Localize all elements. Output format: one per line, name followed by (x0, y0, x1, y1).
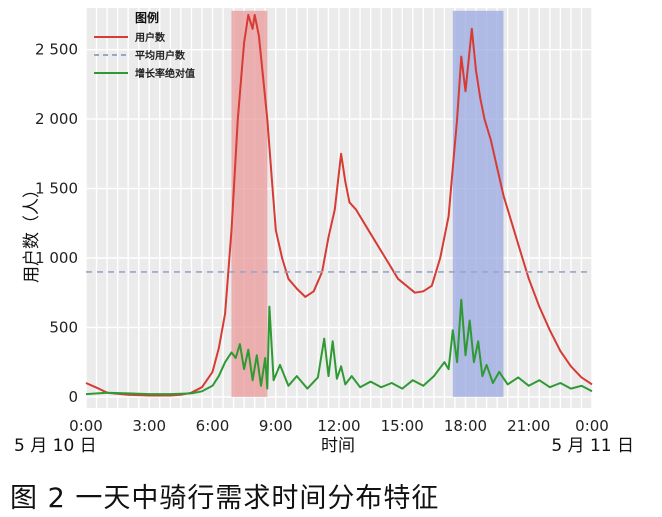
x-tick-label: 9:00 (259, 417, 293, 435)
x-tick-label: 3:00 (132, 417, 166, 435)
legend: 图例 用户数 平均用户数 增长率绝对值 (94, 10, 195, 80)
y-tick-labels: 0 500 1 000 1 500 2 000 2 500 (35, 41, 78, 406)
x-tick-label: 0:00 (575, 417, 609, 435)
y-axis-label: 用户数（人） (22, 181, 42, 283)
y-tick-label: 2 000 (35, 110, 78, 128)
chart: 0 500 1 000 1 500 2 000 2 500 0:00 3:00 6:00 9:0… (14, 8, 634, 456)
series-line-users (85, 13, 593, 397)
y-gridlines (86, 48, 592, 398)
legend-title: 图例 (135, 10, 159, 25)
y-tick-label: 1 000 (35, 249, 78, 267)
x-tick-label: 12:00 (317, 417, 360, 435)
figure-caption: 图 2 一天中骑行需求时间分布特征 (10, 483, 440, 514)
highlight-bands (231, 10, 504, 397)
legend-entry-users: 用户数 (134, 31, 166, 44)
y-tick-label: 0 (68, 388, 78, 406)
legend-entry-growth: 增长率绝对值 (135, 67, 195, 80)
x-tick-label: 6:00 (196, 417, 230, 435)
y-tick-label: 500 (49, 318, 78, 336)
start-date-label: 5 月 10 日 (14, 436, 97, 456)
y-tick-label: 1 500 (35, 180, 78, 198)
y-tick-label: 2 500 (35, 41, 78, 59)
x-tick-label: 15:00 (381, 417, 424, 435)
x-tick-label: 18:00 (444, 417, 487, 435)
highlight-band-0 (231, 10, 268, 397)
x-tick-label: 21:00 (507, 417, 550, 435)
series-lines (85, 13, 593, 397)
end-date-label: 5 月 11 日 (551, 436, 634, 456)
legend-entry-average: 平均用户数 (135, 49, 186, 62)
series-line-growth (85, 298, 593, 396)
x-axis-label: 时间 (321, 436, 355, 456)
x-tick-labels: 0:00 3:00 6:00 9:00 12:00 15:00 18:00 21:00 0:00 (69, 417, 609, 435)
x-tick-label: 0:00 (69, 417, 103, 435)
highlight-band-1 (452, 10, 504, 397)
